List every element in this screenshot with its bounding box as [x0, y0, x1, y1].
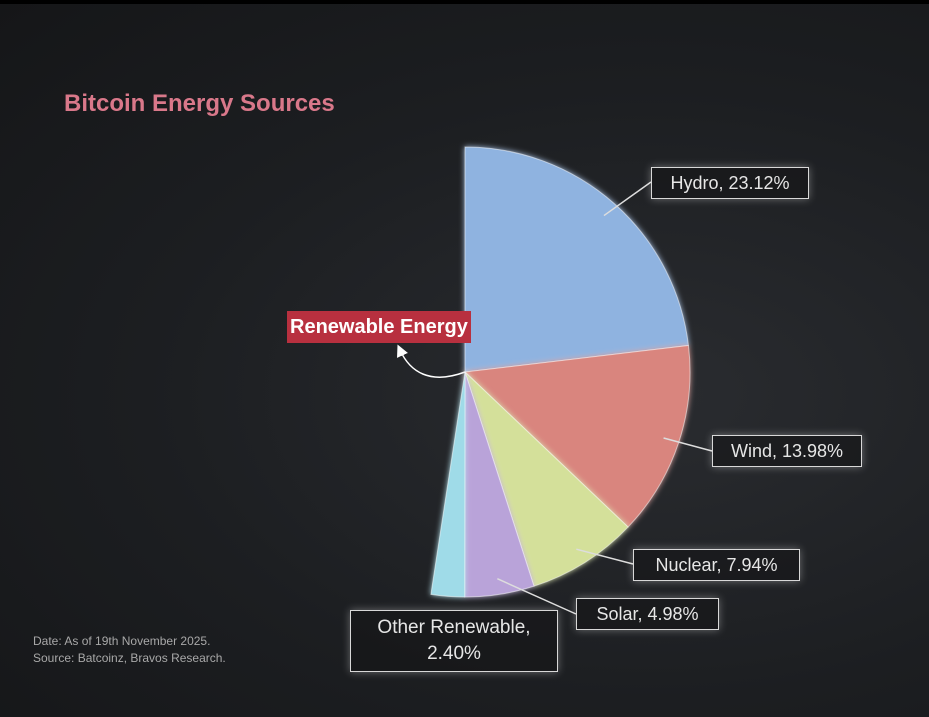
slice-label: Solar, 4.98% — [576, 598, 719, 630]
slice-label: Other Renewable, 2.40% — [350, 610, 558, 672]
note: Source: Batcoinz, Bravos Research. — [33, 651, 226, 665]
slice-label: Nuclear, 7.94% — [633, 549, 800, 581]
chart-title: Bitcoin Energy Sources — [64, 90, 335, 117]
annotation: Renewable Energy — [287, 311, 471, 343]
slice-label: Hydro, 23.12% — [651, 167, 809, 199]
leader-line — [497, 578, 577, 615]
note: Date: As of 19th November 2025. — [33, 634, 211, 648]
annotation-arrow — [397, 344, 466, 378]
slice-label: Wind, 13.98% — [712, 435, 862, 467]
pie-slice — [430, 371, 466, 598]
leader-line — [603, 181, 652, 217]
pie-slice — [464, 146, 689, 373]
pie-slice — [463, 344, 691, 528]
leader-line — [663, 437, 713, 452]
leader-line — [576, 548, 634, 565]
pie-slice — [464, 371, 629, 587]
top-bar — [0, 0, 929, 4]
